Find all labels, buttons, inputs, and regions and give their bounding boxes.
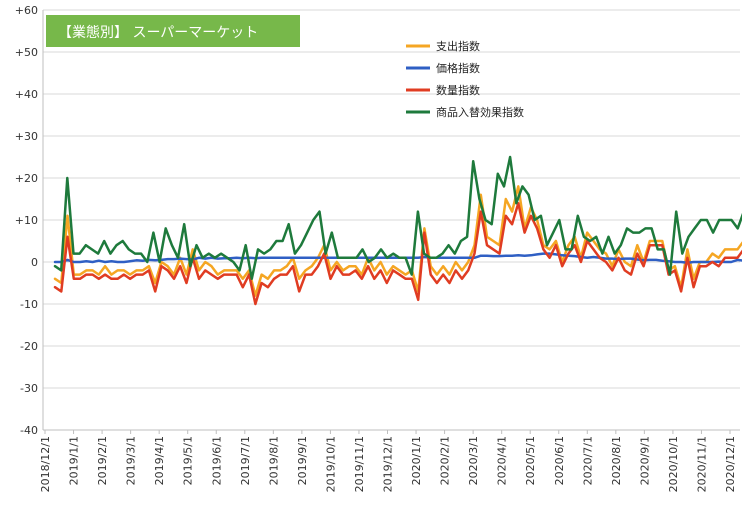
x-tick-label: 2020/8/1 xyxy=(610,436,623,485)
x-tick-label: 2019/2/1 xyxy=(96,436,109,485)
x-tick-label: 2020/3/1 xyxy=(467,436,480,485)
x-tick-label: 2020/12/1 xyxy=(724,436,737,492)
y-tick-label: +60 xyxy=(15,4,38,17)
x-tick-label: 2019/8/1 xyxy=(267,436,280,485)
x-tick-label: 2020/10/1 xyxy=(667,436,680,492)
series-line-3 xyxy=(53,201,742,306)
chart-title: 【業態別】 スーパーマーケット xyxy=(46,15,300,47)
y-tick-label: -20 xyxy=(20,340,38,353)
x-tick-label: 2019/7/1 xyxy=(239,436,252,485)
x-tick-label: 2020/4/1 xyxy=(496,436,509,485)
x-tick-label: 2020/6/1 xyxy=(553,436,566,485)
series-lines xyxy=(53,155,742,306)
y-tick-label: -30 xyxy=(20,382,38,395)
y-tick-label: +50 xyxy=(15,46,38,59)
x-tick-label: 2019/4/1 xyxy=(153,436,166,485)
chart-title-text: 【業態別】 スーパーマーケット xyxy=(58,25,258,41)
y-tick-label: +30 xyxy=(15,130,38,143)
x-tick-label: 2020/11/1 xyxy=(695,436,708,492)
y-tick-label: +20 xyxy=(15,172,38,185)
x-tick-label: 2020/5/1 xyxy=(524,436,537,485)
legend-label: 数量指数 xyxy=(436,83,480,97)
legend-label: 支出指数 xyxy=(436,39,480,53)
x-tick-label: 2019/6/1 xyxy=(210,436,223,485)
legend-label: 価格指数 xyxy=(436,61,480,75)
x-tick-label: 2020/7/1 xyxy=(581,436,594,485)
x-tick-label: 2019/9/1 xyxy=(296,436,309,485)
axes: +60 +50 +40 +30 +20 +10 0 -10 -20 -30 -402018/12/1… xyxy=(15,4,740,492)
x-tick-label: 2019/1/1 xyxy=(68,436,81,485)
series-line-1 xyxy=(53,185,742,297)
y-tick-label: -40 xyxy=(20,424,38,437)
x-tick-label: 2018/12/1 xyxy=(39,436,52,492)
x-tick-label: 2020/2/1 xyxy=(439,436,452,485)
y-tick-label: +40 xyxy=(15,88,38,101)
y-tick-label: -10 xyxy=(20,298,38,311)
title-background xyxy=(46,15,300,47)
x-tick-label: 2019/3/1 xyxy=(125,436,138,485)
x-tick-label: 2019/12/1 xyxy=(382,436,395,492)
x-tick-label: 2020/9/1 xyxy=(638,436,651,485)
x-tick-label: 2019/5/1 xyxy=(182,436,195,485)
series-line-4 xyxy=(53,155,742,281)
gridlines xyxy=(43,9,740,431)
y-tick-label: +10 xyxy=(15,214,38,227)
legend-label: 商品入替効果指数 xyxy=(436,105,524,119)
x-tick-label: 2020/1/1 xyxy=(410,436,423,485)
x-tick-label: 2019/10/1 xyxy=(324,436,337,492)
y-tick-label: 0 xyxy=(31,256,38,269)
x-tick-label: 2019/11/1 xyxy=(353,436,366,492)
